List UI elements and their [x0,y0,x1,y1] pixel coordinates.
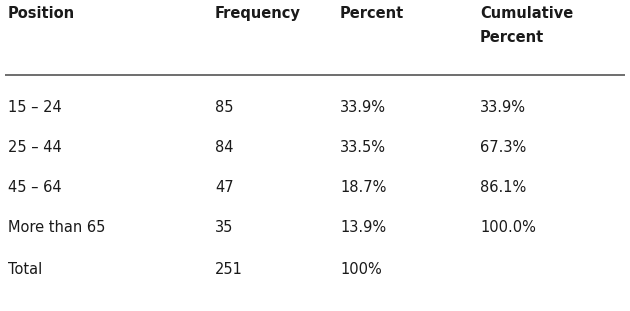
Text: 86.1%: 86.1% [480,180,526,195]
Text: 35: 35 [215,220,233,235]
Text: Cumulative: Cumulative [480,6,573,21]
Text: 45 – 64: 45 – 64 [8,180,62,195]
Text: 25 – 44: 25 – 44 [8,140,62,155]
Text: 100%: 100% [340,262,382,277]
Text: Total: Total [8,262,42,277]
Text: More than 65: More than 65 [8,220,105,235]
Text: 33.9%: 33.9% [480,100,526,115]
Text: Position: Position [8,6,75,21]
Text: 67.3%: 67.3% [480,140,526,155]
Text: 251: 251 [215,262,243,277]
Text: 33.9%: 33.9% [340,100,386,115]
Text: 47: 47 [215,180,234,195]
Text: 18.7%: 18.7% [340,180,386,195]
Text: 33.5%: 33.5% [340,140,386,155]
Text: 100.0%: 100.0% [480,220,536,235]
Text: 15 – 24: 15 – 24 [8,100,62,115]
Text: Percent: Percent [480,30,544,45]
Text: 84: 84 [215,140,234,155]
Text: 13.9%: 13.9% [340,220,386,235]
Text: Percent: Percent [340,6,404,21]
Text: 85: 85 [215,100,234,115]
Text: Frequency: Frequency [215,6,301,21]
